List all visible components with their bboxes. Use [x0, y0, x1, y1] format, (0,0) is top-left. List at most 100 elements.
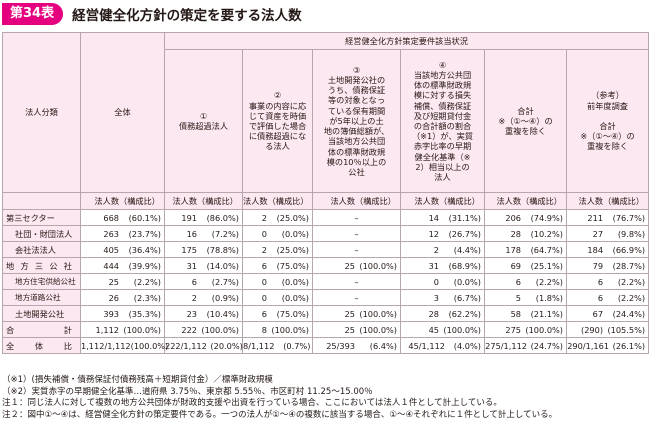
count-value: 2 [433, 244, 439, 255]
row-label-text: 合計 [6, 324, 72, 336]
row-label: 会社法法人 [2, 241, 81, 258]
header-line: る法人 [265, 141, 290, 152]
footnote: （※2）実質赤字の早期健全化基準…道府県 3.75％、東京都 5.55％、市区町… [2, 386, 373, 397]
value-cell: 0 (0.0%) [400, 273, 485, 290]
table-row: 社団・財団法人 263 (23.7%) 16 (7.2%) 0 (0.0%) – 12 (26.7… [2, 225, 650, 242]
ratio-value: (4.0%) [453, 340, 481, 351]
count-value: 175 [181, 244, 197, 255]
header-line: 重複を除く [587, 141, 628, 152]
unit-label: 法人数（構成比） [164, 192, 243, 210]
ratio-value: (0.0%) [281, 292, 309, 303]
table-body: 第三セクター 668 (60.1%) 191 (86.0%) 2 (25.0%) –14 (31… [2, 209, 650, 354]
count-value: 3 [433, 292, 439, 303]
header-line: 土地開発公社の [327, 75, 386, 86]
header-line: ④ [438, 59, 447, 70]
count-value: 8/1,112 [243, 340, 275, 351]
header-total: 全体 [80, 32, 165, 193]
value-cell: 31 (68.9%) [400, 257, 485, 274]
label-char: 合 [6, 324, 15, 335]
dash-cell: – [312, 273, 401, 290]
header-line: の合計額の割合 [413, 121, 472, 131]
ratio-value: (78.8%) [206, 244, 239, 255]
ratio-value: (0.7%) [283, 340, 311, 351]
count-value: 25 [344, 260, 355, 271]
header-line: 2）相当以上の [415, 161, 470, 172]
value-cell: 25 (100.0%) [312, 305, 401, 322]
count-value: 2 [261, 244, 267, 255]
page-title: 経営健全化方針の策定を要する法人数 [72, 8, 302, 24]
header-line: 債務超過法人 [178, 121, 229, 131]
header-line: ③ [352, 64, 361, 75]
header-line: が5年以上の土 [329, 115, 384, 126]
value-cell: 222 (100.0%) [164, 321, 243, 338]
ratio-value: (0.0%) [453, 276, 481, 287]
ratio-value: (100.0%) [525, 324, 563, 335]
ratio-value: (9.8%) [617, 228, 646, 239]
count-value: 6 [261, 260, 267, 271]
count-value: 275/1,112 [485, 340, 527, 351]
ratio-value: (6.4%) [369, 340, 397, 351]
ratio-value: (105.5%) [607, 324, 646, 335]
value-cell: 14 (31.1%) [400, 209, 485, 226]
ratio-value: (100.0%) [443, 324, 481, 335]
ratio-value: (10.2%) [530, 228, 563, 239]
header-c3: ③ 土地開発公社の うち、債務保証 等の対象となっ ている保有期間 が5年以上の土 地の簿価… [312, 49, 401, 193]
value-cell: 6 (2.7%) [164, 273, 243, 290]
dash-cell: – [312, 209, 401, 226]
header-category: 法人分類 [2, 32, 81, 193]
header-line: 公社 [348, 166, 365, 177]
count-value: 184 [587, 244, 604, 255]
row-label: 地方道路公社 [2, 289, 81, 306]
header-line: （参考） [591, 90, 624, 101]
header-line: 体の標準財政規 [327, 146, 386, 157]
value-cell: 275 (100.0%) [484, 321, 567, 338]
unit-label: 法人数（構成比） [400, 192, 485, 210]
unit-blank [2, 192, 81, 210]
ratio-value: (21.1%) [530, 308, 563, 319]
header-line: 補償、債務保証 [413, 100, 472, 111]
count-value: 668 [103, 212, 119, 223]
row-label: 社団・財団法人 [2, 225, 81, 242]
header-c5: 合計 ※（①〜④）の 重複を除く [484, 49, 567, 193]
header-line: で評価した場合 [248, 121, 307, 131]
value-cell: 211 (76.7%) [565, 209, 650, 226]
table-row: 地方住宅供給公社 25 (2.2%) 6 (2.7%) 0 (0.0%) –0 (0.0%) 6(… [2, 273, 650, 290]
header-line: 健全化基準（※ [414, 151, 471, 162]
row-label: 地方住宅供給公社 [2, 273, 81, 290]
unit-label: 法人数（構成比） [80, 192, 165, 210]
header-line: 重複を除く [505, 126, 546, 137]
value-cell: 28 (62.2%) [400, 305, 485, 322]
label-char: 方 [20, 260, 29, 271]
footnote: 注２：図中①〜④は、経営健全化方針の策定要件である。一つの法人が①〜④の複数に該… [2, 409, 558, 420]
header-line: 当該地方公共団 [327, 136, 386, 147]
count-value: 28 [428, 308, 439, 319]
count-value: 28 [510, 228, 521, 239]
header-line: ている保有期間 [327, 105, 386, 116]
count-value: 263 [103, 228, 119, 239]
table-row: 土地開発公社 393 (35.3%) 23 (10.4%) 6 (75.0%) 25 (100.… [2, 305, 650, 322]
value-cell: 178 (64.7%) [484, 241, 567, 258]
table-row: 第三セクター 668 (60.1%) 191 (86.0%) 2 (25.0%) – 14 (31… [2, 209, 650, 226]
dash-cell: – [312, 241, 401, 258]
table-row: 合計 1,112 (100.0%) 222 (100.0%) 8 (100.0%) 25 (10… [2, 321, 650, 338]
ratio-value: (2.2%) [617, 276, 646, 287]
title-bar: 第34表 経営健全化方針の策定を要する法人数 [2, 2, 648, 26]
label-char: 比 [63, 340, 72, 351]
value-cell: 206 (74.9%) [484, 209, 567, 226]
ratio-value: (86.0%) [206, 212, 239, 223]
count-value: 67 [592, 308, 604, 319]
header-line: 当該地方公共団 [413, 69, 472, 80]
count-value: 27 [592, 228, 604, 239]
ratio-value: (2.2%) [617, 292, 646, 303]
header-line: 模に対する損失 [413, 90, 472, 101]
count-value: 31 [186, 260, 197, 271]
ratio-value: (35.3%) [128, 308, 161, 319]
count-value: 6 [515, 276, 521, 287]
count-value: 6 [597, 276, 604, 287]
ratio-value: (2.2%) [535, 276, 563, 287]
ratio-value: (100.0%) [130, 340, 169, 351]
row-label: 地方三公社 [2, 257, 81, 274]
value-cell: 275/1,112 (24.7%) [484, 337, 567, 354]
value-cell: 175 (78.8%) [164, 241, 243, 258]
ratio-value: (28.7%) [612, 260, 646, 271]
